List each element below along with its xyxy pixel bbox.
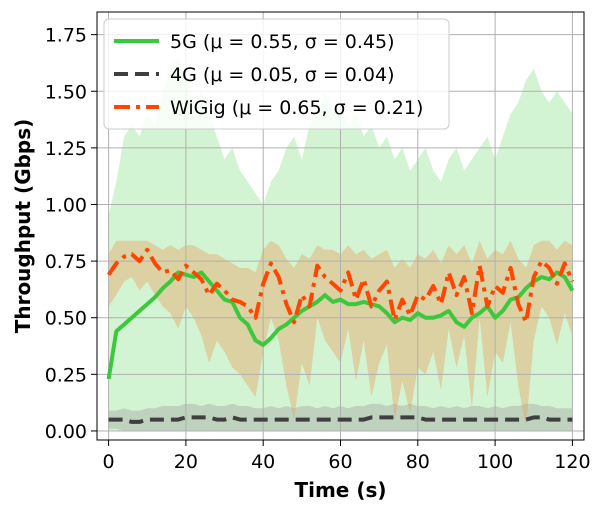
y-axis-ticks: 0.00 0.25 0.50 0.75 1.00 1.25 1.50 1.75	[45, 25, 97, 443]
series-line-2	[106, 247, 575, 325]
series-line-0	[106, 270, 575, 380]
legend-box	[103, 18, 450, 130]
y-axis-title: Throughput (Gbps)	[11, 119, 35, 334]
legend-label-1: 4G (μ = 0.05, σ = 0.04)	[170, 64, 395, 86]
series-lines	[106, 247, 575, 424]
x-tick-label: 100	[477, 451, 513, 473]
legend-label-0: 5G (μ = 0.55, σ = 0.45)	[170, 31, 395, 53]
x-tick-label: 60	[328, 451, 352, 473]
x-tick-label: 0	[103, 451, 115, 473]
y-tick-label: 0.75	[45, 251, 87, 273]
y-tick-label: 0.25	[45, 364, 87, 386]
series-line-1	[108, 415, 573, 424]
x-tick-label: 20	[174, 451, 198, 473]
y-tick-label: 0.50	[45, 308, 87, 330]
legend-label-2: WiGig (μ = 0.65, σ = 0.21)	[170, 97, 423, 119]
y-tick-label: 1.75	[45, 25, 87, 47]
x-axis-ticks: 0 20 40 60 80 100 120	[103, 440, 591, 473]
x-tick-label: 80	[406, 451, 430, 473]
x-tick-label: 120	[554, 451, 590, 473]
y-tick-label: 1.50	[45, 81, 87, 103]
y-tick-label: 1.25	[45, 138, 87, 160]
x-axis-title: Time (s)	[294, 478, 386, 502]
legend: 5G (μ = 0.55, σ = 0.45) 4G (μ = 0.05, σ =…	[103, 18, 450, 130]
y-tick-label: 1.00	[45, 194, 87, 216]
x-tick-label: 40	[251, 451, 275, 473]
y-tick-label: 0.00	[45, 421, 87, 443]
